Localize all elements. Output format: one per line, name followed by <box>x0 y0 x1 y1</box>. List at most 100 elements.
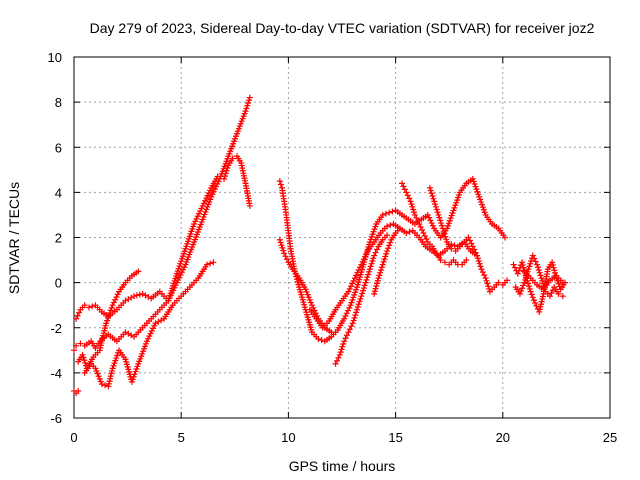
series-arc-2 <box>73 173 221 322</box>
data-point <box>346 285 353 292</box>
data-point <box>451 242 458 249</box>
data-point <box>355 266 362 273</box>
data-point <box>345 307 352 314</box>
data-point <box>102 382 109 389</box>
grid-lines <box>74 57 610 418</box>
data-point <box>432 203 439 210</box>
data-point <box>311 307 318 314</box>
data-point <box>430 195 437 202</box>
data-point <box>135 268 142 275</box>
data-point <box>371 290 378 297</box>
data-point <box>443 236 450 243</box>
data-point <box>93 367 100 374</box>
data-point <box>374 246 381 253</box>
data-point <box>478 266 485 273</box>
data-point <box>466 237 473 244</box>
series-arc-5 <box>221 153 253 209</box>
data-point <box>475 257 482 264</box>
data-point <box>535 266 542 273</box>
data-point <box>406 228 413 235</box>
data-point <box>527 288 534 295</box>
data-point <box>242 108 249 115</box>
data-point <box>207 260 214 267</box>
data-point <box>432 201 439 208</box>
data-point <box>378 266 385 273</box>
y-axis-label: SDTVAR / TECUs <box>6 182 22 294</box>
data-point <box>332 360 339 367</box>
data-point <box>387 222 394 229</box>
data-point <box>342 313 349 320</box>
data-point <box>427 187 434 194</box>
data-point <box>363 276 370 283</box>
data-point <box>312 310 319 317</box>
data-point <box>404 192 411 199</box>
data-point <box>511 264 518 271</box>
data-point <box>374 280 381 287</box>
data-point <box>277 181 284 188</box>
data-point <box>419 226 426 233</box>
data-points <box>71 94 568 397</box>
data-point <box>351 314 358 321</box>
data-point <box>531 255 538 262</box>
data-point <box>355 301 362 308</box>
data-point <box>529 252 536 259</box>
data-point <box>484 280 491 287</box>
data-point <box>369 257 376 264</box>
data-point <box>408 201 415 208</box>
data-point <box>210 259 217 266</box>
data-point <box>203 261 210 268</box>
data-point <box>474 255 481 262</box>
data-point <box>375 275 382 282</box>
data-point <box>427 217 434 224</box>
data-point <box>549 287 556 294</box>
x-tick-label: 25 <box>603 430 617 445</box>
y-tick-label: 0 <box>55 276 62 291</box>
data-point <box>477 263 484 270</box>
data-point <box>361 282 368 289</box>
data-point <box>527 260 534 267</box>
y-tick-label: -6 <box>50 411 62 426</box>
data-point <box>276 236 283 243</box>
series-arc-10 <box>332 232 391 367</box>
data-point <box>434 209 441 216</box>
data-point <box>386 209 393 216</box>
data-point <box>377 269 384 276</box>
series-arc-12 <box>399 180 470 268</box>
data-point <box>328 329 335 336</box>
data-point <box>437 217 444 224</box>
data-point <box>550 264 557 271</box>
data-point <box>534 261 541 268</box>
data-point <box>364 274 371 281</box>
data-point <box>436 214 443 221</box>
data-point <box>549 261 556 268</box>
data-point <box>350 317 357 324</box>
data-point <box>537 272 544 279</box>
data-point <box>468 240 475 247</box>
data-point <box>534 264 541 271</box>
data-point <box>463 257 470 264</box>
data-point <box>528 291 535 298</box>
data-point <box>366 266 373 273</box>
data-point <box>76 309 83 316</box>
series-arc-8 <box>276 236 335 336</box>
data-point <box>136 291 143 298</box>
data-point <box>471 246 478 253</box>
data-point <box>379 211 386 218</box>
data-point <box>379 261 386 268</box>
data-point <box>79 351 86 358</box>
data-point <box>483 277 490 284</box>
y-tick-label: 10 <box>48 50 62 65</box>
data-point <box>400 183 407 190</box>
data-point <box>110 299 117 306</box>
data-point <box>278 242 285 249</box>
data-point <box>439 225 446 232</box>
data-point <box>420 229 427 236</box>
data-point <box>342 335 349 342</box>
data-point <box>403 229 410 236</box>
data-point <box>307 299 314 306</box>
data-point <box>429 222 436 229</box>
data-point <box>354 269 361 276</box>
data-point <box>548 290 555 297</box>
data-point <box>365 271 372 278</box>
data-point <box>366 268 373 275</box>
